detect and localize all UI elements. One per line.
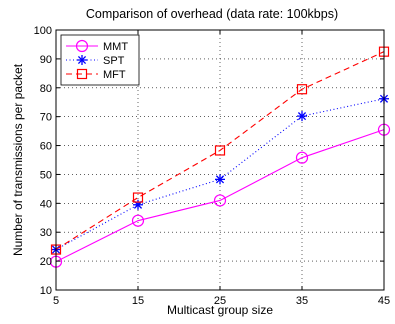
data-point-mft [132,192,144,203]
series-layer [49,46,391,268]
data-point-mmt [213,194,227,207]
y-tick-label: 60 [40,141,52,153]
legend-swatch-marker [75,39,89,53]
y-tick-label: 20 [40,256,52,268]
series-mmt [49,123,391,268]
y-tick-label: 10 [40,285,52,297]
chart-title: Comparison of overhead (data rate: 100kb… [86,7,338,21]
y-tick-label: 50 [40,169,52,181]
series-line-mft [55,51,385,251]
legend-swatch-marker [77,55,87,65]
legend: MMT SPT MFT [60,34,140,86]
axis-ticks: 5 15 25 35 45 10 20 30 40 50 60 70 80 90 100 [34,25,390,307]
data-point-mft [214,145,226,156]
data-point-mmt [131,214,145,227]
y-tick-label: 100 [34,25,52,37]
data-point-spt [297,111,307,122]
data-point-mmt [295,151,309,164]
data-point-spt [215,174,225,185]
legend-item-spt: SPT [66,55,125,67]
y-tick-label: 70 [40,112,52,124]
x-tick-label: 25 [214,295,226,307]
x-tick-label: 5 [53,295,59,307]
x-tick-label: 35 [296,295,308,307]
legend-label: MMT [103,41,128,53]
y-tick-label: 30 [40,227,52,239]
legend-swatch-marker [76,68,88,80]
x-tick-label: 45 [378,295,390,307]
x-axis-title: Multicast group size [167,303,273,317]
y-tick-label: 40 [40,198,52,210]
y-tick-label: 80 [40,83,52,95]
y-axis-title: Number of transmissions per packet [11,63,25,256]
series-line-mmt [55,129,385,263]
data-point-mft [296,84,308,95]
y-tick-label: 90 [40,54,52,66]
legend-item-mft: MFT [66,68,126,81]
x-tick-label: 15 [132,295,144,307]
series-spt [51,93,389,255]
legend-label: MFT [103,69,126,81]
legend-item-mmt: MMT [66,39,128,53]
legend-label: SPT [103,55,125,67]
data-point-spt [133,199,143,210]
